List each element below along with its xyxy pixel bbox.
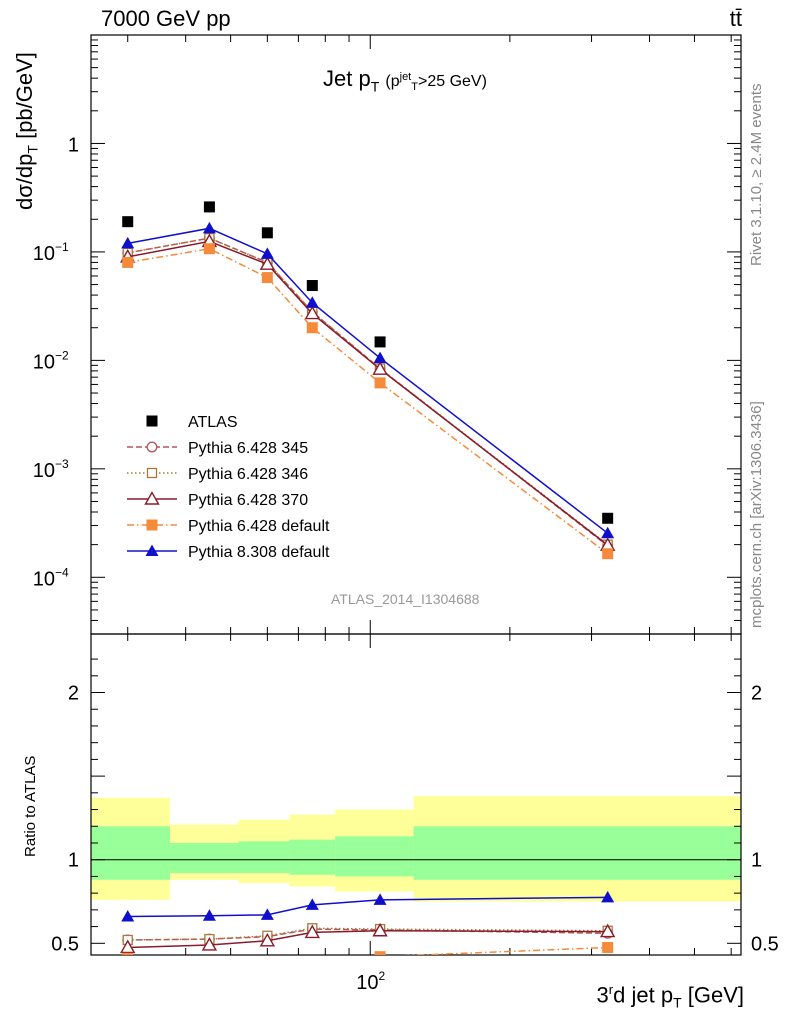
ratio-data-point (202, 909, 216, 921)
ratio-data-point (260, 908, 274, 920)
y-ticks (91, 34, 741, 635)
ratio-bands (91, 796, 741, 902)
main-data-point (602, 548, 614, 560)
ratio-y-tick-label-right: 1 (751, 850, 762, 872)
main-data-point (259, 256, 276, 270)
legend-label: Pythia 6.428 370 (188, 492, 308, 509)
legend-marker (146, 467, 158, 479)
ratio-series-line (127, 927, 608, 941)
y-tick-label: 10−1 (33, 240, 69, 265)
main-data-point (203, 201, 215, 213)
main-data-point (306, 322, 318, 334)
legend: ATLAS Pythia 6.428 345 Pythia 6.428 346 Pyt… (127, 414, 330, 561)
x-tick-label-exp: 2 (378, 969, 385, 983)
legend-marker (144, 491, 160, 505)
ratio-y-tick-label: 1 (68, 850, 79, 872)
ratio-y-axis-label: Ratio to ATLAS (22, 755, 39, 857)
main-series-line (127, 240, 609, 546)
main-series-line (127, 227, 609, 534)
main-series (120, 201, 616, 560)
y-tick-label: 10−4 (33, 565, 69, 590)
main-data-point (122, 216, 134, 228)
main-series-line (127, 247, 609, 555)
main-data-point (374, 336, 386, 348)
ratio-series (120, 890, 616, 971)
legend-label: Pythia 6.428 346 (188, 466, 308, 483)
main-data-point (260, 247, 274, 259)
main-data-point (373, 351, 387, 364)
legend-marker (146, 519, 158, 531)
ratio-y-tick-label: 0.5 (51, 933, 79, 955)
ratio-data-point (122, 952, 134, 955)
legend-marker (146, 415, 158, 427)
main-data-point (602, 512, 614, 524)
inner-band-segment (169, 842, 239, 874)
ratio-data-point (304, 924, 320, 939)
inner-band-segment (289, 839, 336, 875)
rivet-label: Rivet 3.1.10, ≥ 2.4M events (748, 83, 765, 267)
legend-marker (146, 441, 158, 453)
ratio-data-point (374, 951, 386, 955)
mcplots-label: mcplots.cern.ch [arXiv:1306.3436] (748, 401, 765, 628)
ratio-y-tick-label: 2 (68, 683, 79, 705)
x-axis-label: 3rd jet pT [GeV] (596, 982, 744, 1011)
ratio-data-point (259, 932, 276, 947)
process-label: tt̄ (729, 6, 742, 31)
x-tick-label: 102 (356, 969, 385, 994)
main-data-point (306, 280, 318, 292)
y-tick-label-exp: −1 (55, 240, 69, 254)
ratio-y-tick-label-right: 0.5 (751, 933, 779, 955)
main-data-point (372, 361, 388, 375)
ratio-data-point (120, 939, 136, 954)
main-data-point (374, 377, 386, 389)
ratio-y-ticks (91, 658, 741, 944)
ratio-frame (90, 633, 742, 956)
y-tick-label-exp: −2 (55, 348, 69, 362)
energy-label: 7000 GeV pp (101, 6, 231, 31)
ratio-series-line (127, 896, 608, 918)
main-data-point (305, 296, 319, 308)
main-data-point (203, 243, 215, 255)
ratio-data-point (201, 937, 218, 951)
ratio-y-tick-label-right: 2 (751, 683, 762, 705)
ratio-data-point (373, 893, 387, 905)
main-data-point (121, 236, 135, 249)
inner-band-segment (335, 836, 414, 877)
y-tick-label-exp: −4 (55, 565, 69, 579)
legend-label: ATLAS (188, 414, 238, 431)
y-tick-label: 10−2 (33, 348, 69, 373)
inner-band-segment (238, 841, 290, 874)
ratio-data-point (599, 923, 616, 938)
ratio-data-point (121, 910, 135, 922)
legend-marker (145, 544, 159, 556)
y-tick-label: 1 (68, 134, 79, 156)
main-data-point (122, 256, 134, 268)
inner-band-segment (413, 826, 741, 880)
main-data-point (261, 227, 273, 239)
y-axis-label: dσ/dpT [pb/GeV] (12, 52, 41, 210)
ratio-data-point (305, 898, 319, 910)
analysis-watermark: ATLAS_2014_I1304688 (331, 591, 480, 607)
ratio-data-point (262, 960, 273, 971)
ratio-data-point (204, 957, 215, 968)
ratio-data-point (307, 957, 318, 968)
main-data-point (601, 526, 615, 539)
legend-label: Pythia 8.308 default (188, 544, 330, 561)
ratio-series-line (402, 946, 608, 955)
main-data-point (261, 272, 273, 284)
ratio-data-point (372, 922, 388, 937)
main-data-point (304, 305, 320, 320)
ratio-data-point (601, 890, 615, 903)
plot-title: Jet pT (pjetT>25 GeV) (323, 66, 487, 95)
inner-band-segment (91, 826, 170, 880)
y-tick-label-exp: −3 (55, 457, 69, 471)
y-tick-label: 10−3 (33, 457, 69, 482)
legend-label: Pythia 6.428 345 (188, 440, 308, 457)
main-data-point (202, 221, 216, 234)
ratio-series-line (127, 930, 608, 949)
ratio-data-point (602, 941, 614, 953)
legend-label: Pythia 6.428 default (188, 518, 330, 535)
